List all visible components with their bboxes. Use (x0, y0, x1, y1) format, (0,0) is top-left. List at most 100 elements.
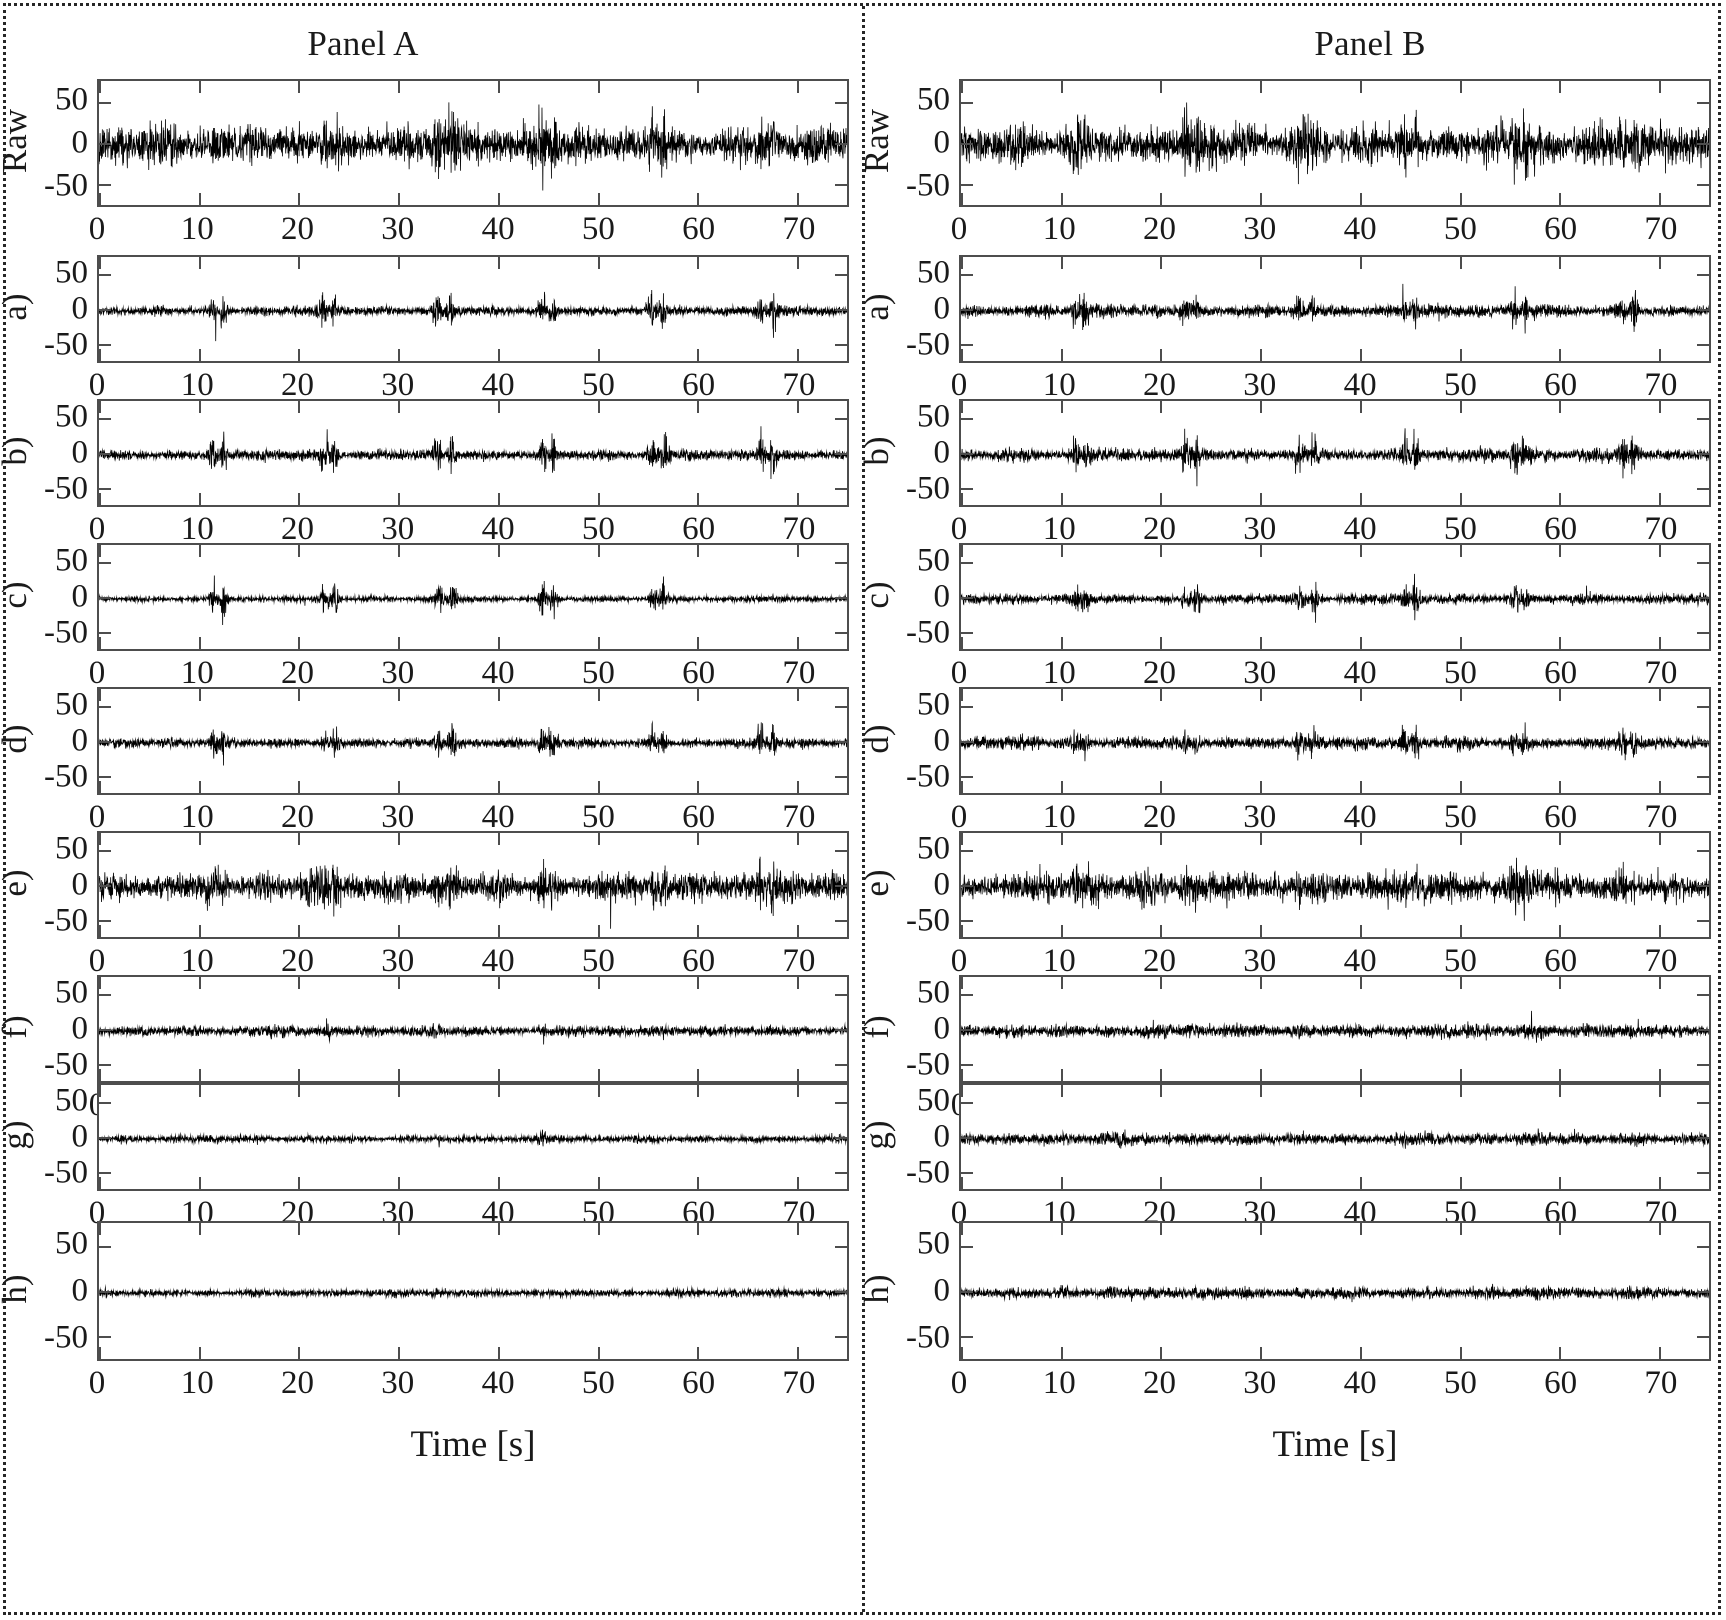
x-tick-mark (298, 257, 301, 269)
x-tick-mark (1260, 193, 1263, 205)
x-tick-mark (198, 257, 201, 269)
x-tick-label: 60 (682, 367, 716, 403)
x-tick-mark (1359, 81, 1362, 93)
x-tick-mark (597, 545, 600, 557)
x-tick-label: 50 (1443, 211, 1477, 247)
x-tick-mark (597, 493, 600, 505)
x-tick-label: 40 (1343, 511, 1377, 547)
panel-divider (862, 6, 865, 1612)
x-tick-mark (1060, 1085, 1063, 1097)
x-tick-mark (1160, 545, 1163, 557)
y-tick-mark (835, 919, 847, 922)
y-tick-label: -50 (906, 614, 950, 651)
x-tick-mark (398, 193, 401, 205)
x-tick-mark (497, 257, 500, 269)
y-tick-mark (99, 885, 111, 887)
y-tick-mark (835, 1102, 847, 1105)
x-tick-mark (1559, 81, 1562, 93)
y-tick-label: 0 (71, 1272, 89, 1309)
x-tick-mark (1659, 1177, 1662, 1189)
y-tick-mark (99, 1245, 111, 1248)
row-label-h: h) (0, 1274, 34, 1304)
x-tick-label: 70 (1644, 799, 1678, 835)
y-tick-mark (1697, 1063, 1709, 1066)
y-tick-mark (835, 775, 847, 778)
x-tick-label: 40 (481, 655, 515, 691)
x-tick-mark (597, 781, 600, 793)
x-tick-mark (1559, 193, 1562, 205)
y-tick-mark (835, 631, 847, 634)
y-tick-label: -50 (44, 326, 88, 363)
y-tick-mark (961, 453, 973, 455)
x-tick-mark (1160, 493, 1163, 505)
y-tick-label: 50 (917, 254, 950, 291)
subplot-panel-b-e: 50 0 -50 0 10 20 30 40 50 60 70 e) (857, 830, 1711, 979)
y-tick-label: -50 (44, 167, 88, 204)
y-tick-mark (961, 597, 973, 599)
x-tick-mark (1359, 349, 1362, 361)
y-tick-label: 50 (917, 542, 950, 579)
y-tick-mark (1697, 885, 1709, 887)
x-tick-label: 10 (180, 211, 214, 247)
x-tick-mark (1559, 257, 1562, 269)
y-tick-mark (99, 597, 111, 599)
x-tick-mark (1659, 781, 1662, 793)
y-tick-mark (961, 343, 973, 346)
signal-trace (961, 257, 1709, 361)
y-tick-mark (99, 1137, 111, 1139)
x-tick-mark (1459, 1069, 1462, 1081)
x-tick-mark (298, 689, 301, 701)
x-tick-mark (99, 349, 101, 361)
x-tick-mark (1260, 637, 1263, 649)
x-tick-label: 10 (1042, 943, 1076, 979)
x-tick-mark (1260, 81, 1263, 93)
x-tick-mark (298, 637, 301, 649)
y-tick-mark (99, 343, 111, 346)
subplot-panel-a-g: 50 0 -50 0 10 20 30 40 50 60 70 g) (0, 1082, 849, 1231)
x-tick-mark (497, 1085, 500, 1097)
x-tick-label: 10 (1042, 655, 1076, 691)
x-tick-mark (198, 349, 201, 361)
y-tick-mark (961, 919, 973, 922)
x-tick-mark (961, 401, 963, 413)
x-tick-mark (1260, 1347, 1263, 1359)
x-tick-mark (1260, 545, 1263, 557)
y-tick-mark (1697, 994, 1709, 997)
x-tick-mark (1260, 925, 1263, 937)
x-tick-mark (1060, 193, 1063, 205)
x-tick-mark (1459, 925, 1462, 937)
axes-box (959, 687, 1711, 795)
x-tick-mark (697, 257, 700, 269)
x-tick-mark (797, 977, 800, 989)
x-tick-label: 30 (381, 511, 415, 547)
y-tick-mark (961, 850, 973, 853)
x-tick-label: 60 (1544, 367, 1578, 403)
x-tick-mark (99, 545, 101, 557)
y-tick-mark (961, 741, 973, 743)
x-tick-mark (961, 833, 963, 845)
subplot-panel-a-b: 50 0 -50 0 10 20 30 40 50 60 70 b) (0, 398, 849, 547)
x-tick-label: 50 (581, 211, 615, 247)
y-tick-label: 0 (71, 578, 89, 615)
x-tick-mark (797, 545, 800, 557)
y-tick-mark (835, 1245, 847, 1248)
x-tick-mark (961, 781, 963, 793)
x-tick-mark (1559, 925, 1562, 937)
x-tick-mark (961, 257, 963, 269)
x-tick-mark (1160, 689, 1163, 701)
x-tick-mark (1160, 401, 1163, 413)
x-tick-label: 30 (381, 943, 415, 979)
x-tick-mark (797, 1223, 800, 1235)
x-tick-label: 20 (281, 211, 315, 247)
y-tick-label: -50 (44, 902, 88, 939)
x-tick-label: 70 (782, 211, 816, 247)
row-label-raw: Raw (0, 108, 34, 174)
y-tick-label: -50 (44, 1046, 88, 1083)
y-tick-mark (961, 1102, 973, 1105)
y-tick-mark (1697, 1102, 1709, 1105)
x-tick-label: 70 (1644, 367, 1678, 403)
x-tick-mark (1060, 349, 1063, 361)
x-tick-mark (99, 1177, 101, 1189)
x-tick-mark (99, 1085, 101, 1097)
x-tick-label: 0 (950, 799, 968, 835)
